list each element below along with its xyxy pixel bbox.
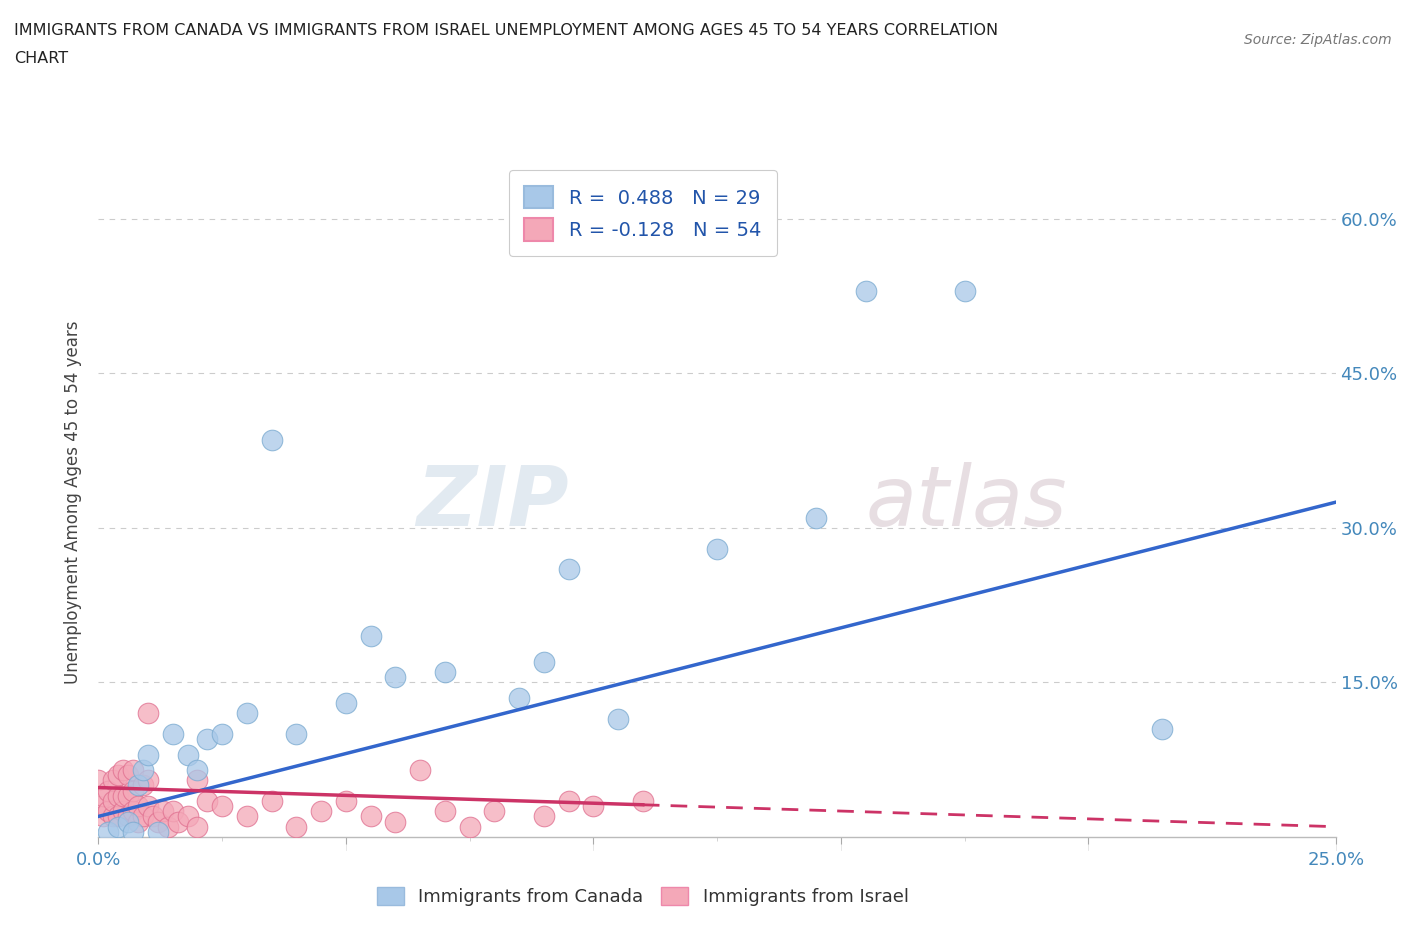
Point: [384, 814, 406, 829]
Point: [533, 655, 555, 670]
Point: [186, 819, 208, 834]
Point: [117, 809, 139, 824]
Point: [236, 706, 259, 721]
Point: [607, 711, 630, 726]
Point: [117, 789, 139, 804]
Text: CHART: CHART: [14, 51, 67, 66]
Point: [186, 763, 208, 777]
Point: [335, 793, 357, 808]
Point: [112, 763, 135, 777]
Point: [484, 804, 506, 818]
Point: [122, 804, 145, 818]
Point: [162, 804, 184, 818]
Point: [146, 814, 169, 829]
Point: [117, 814, 139, 829]
Point: [631, 793, 654, 808]
Point: [176, 747, 198, 762]
Point: [127, 799, 149, 814]
Point: [107, 819, 129, 834]
Point: [195, 732, 218, 747]
Point: [122, 824, 145, 839]
Point: [112, 804, 135, 818]
Point: [152, 804, 174, 818]
Point: [1152, 722, 1174, 737]
Point: [127, 778, 149, 793]
Point: [132, 778, 155, 793]
Point: [162, 726, 184, 741]
Point: [122, 783, 145, 798]
Point: [953, 284, 976, 299]
Point: [384, 670, 406, 684]
Point: [97, 783, 120, 798]
Point: [97, 824, 120, 839]
Point: [176, 809, 198, 824]
Point: [195, 793, 218, 808]
Point: [127, 814, 149, 829]
Point: [557, 793, 579, 808]
Point: [557, 562, 579, 577]
Point: [117, 768, 139, 783]
Point: [132, 809, 155, 824]
Point: [335, 696, 357, 711]
Point: [93, 789, 115, 804]
Point: [285, 726, 308, 741]
Point: [855, 284, 877, 299]
Point: [166, 814, 188, 829]
Point: [236, 809, 259, 824]
Point: [107, 789, 129, 804]
Point: [211, 726, 233, 741]
Point: [156, 819, 179, 834]
Legend: Immigrants from Canada, Immigrants from Israel: Immigrants from Canada, Immigrants from …: [368, 878, 918, 915]
Point: [136, 747, 159, 762]
Point: [103, 773, 125, 788]
Point: [142, 809, 165, 824]
Point: [136, 773, 159, 788]
Point: [260, 433, 283, 448]
Text: IMMIGRANTS FROM CANADA VS IMMIGRANTS FROM ISRAEL UNEMPLOYMENT AMONG AGES 45 TO 5: IMMIGRANTS FROM CANADA VS IMMIGRANTS FRO…: [14, 23, 998, 38]
Point: [533, 809, 555, 824]
Point: [132, 763, 155, 777]
Point: [409, 763, 432, 777]
Point: [87, 773, 110, 788]
Text: ZIP: ZIP: [416, 461, 568, 543]
Point: [433, 804, 456, 818]
Point: [136, 706, 159, 721]
Point: [112, 789, 135, 804]
Point: [309, 804, 332, 818]
Point: [107, 768, 129, 783]
Point: [107, 809, 129, 824]
Point: [433, 665, 456, 680]
Point: [508, 690, 530, 705]
Point: [260, 793, 283, 808]
Point: [360, 629, 382, 644]
Point: [136, 799, 159, 814]
Point: [122, 763, 145, 777]
Point: [146, 824, 169, 839]
Point: [804, 511, 827, 525]
Y-axis label: Unemployment Among Ages 45 to 54 years: Unemployment Among Ages 45 to 54 years: [65, 321, 83, 684]
Point: [87, 799, 110, 814]
Point: [186, 773, 208, 788]
Point: [211, 799, 233, 814]
Point: [103, 793, 125, 808]
Text: atlas: atlas: [866, 461, 1067, 543]
Point: [360, 809, 382, 824]
Point: [285, 819, 308, 834]
Text: Source: ZipAtlas.com: Source: ZipAtlas.com: [1244, 33, 1392, 46]
Point: [103, 809, 125, 824]
Point: [97, 804, 120, 818]
Point: [458, 819, 481, 834]
Point: [93, 809, 115, 824]
Point: [582, 799, 605, 814]
Point: [706, 541, 728, 556]
